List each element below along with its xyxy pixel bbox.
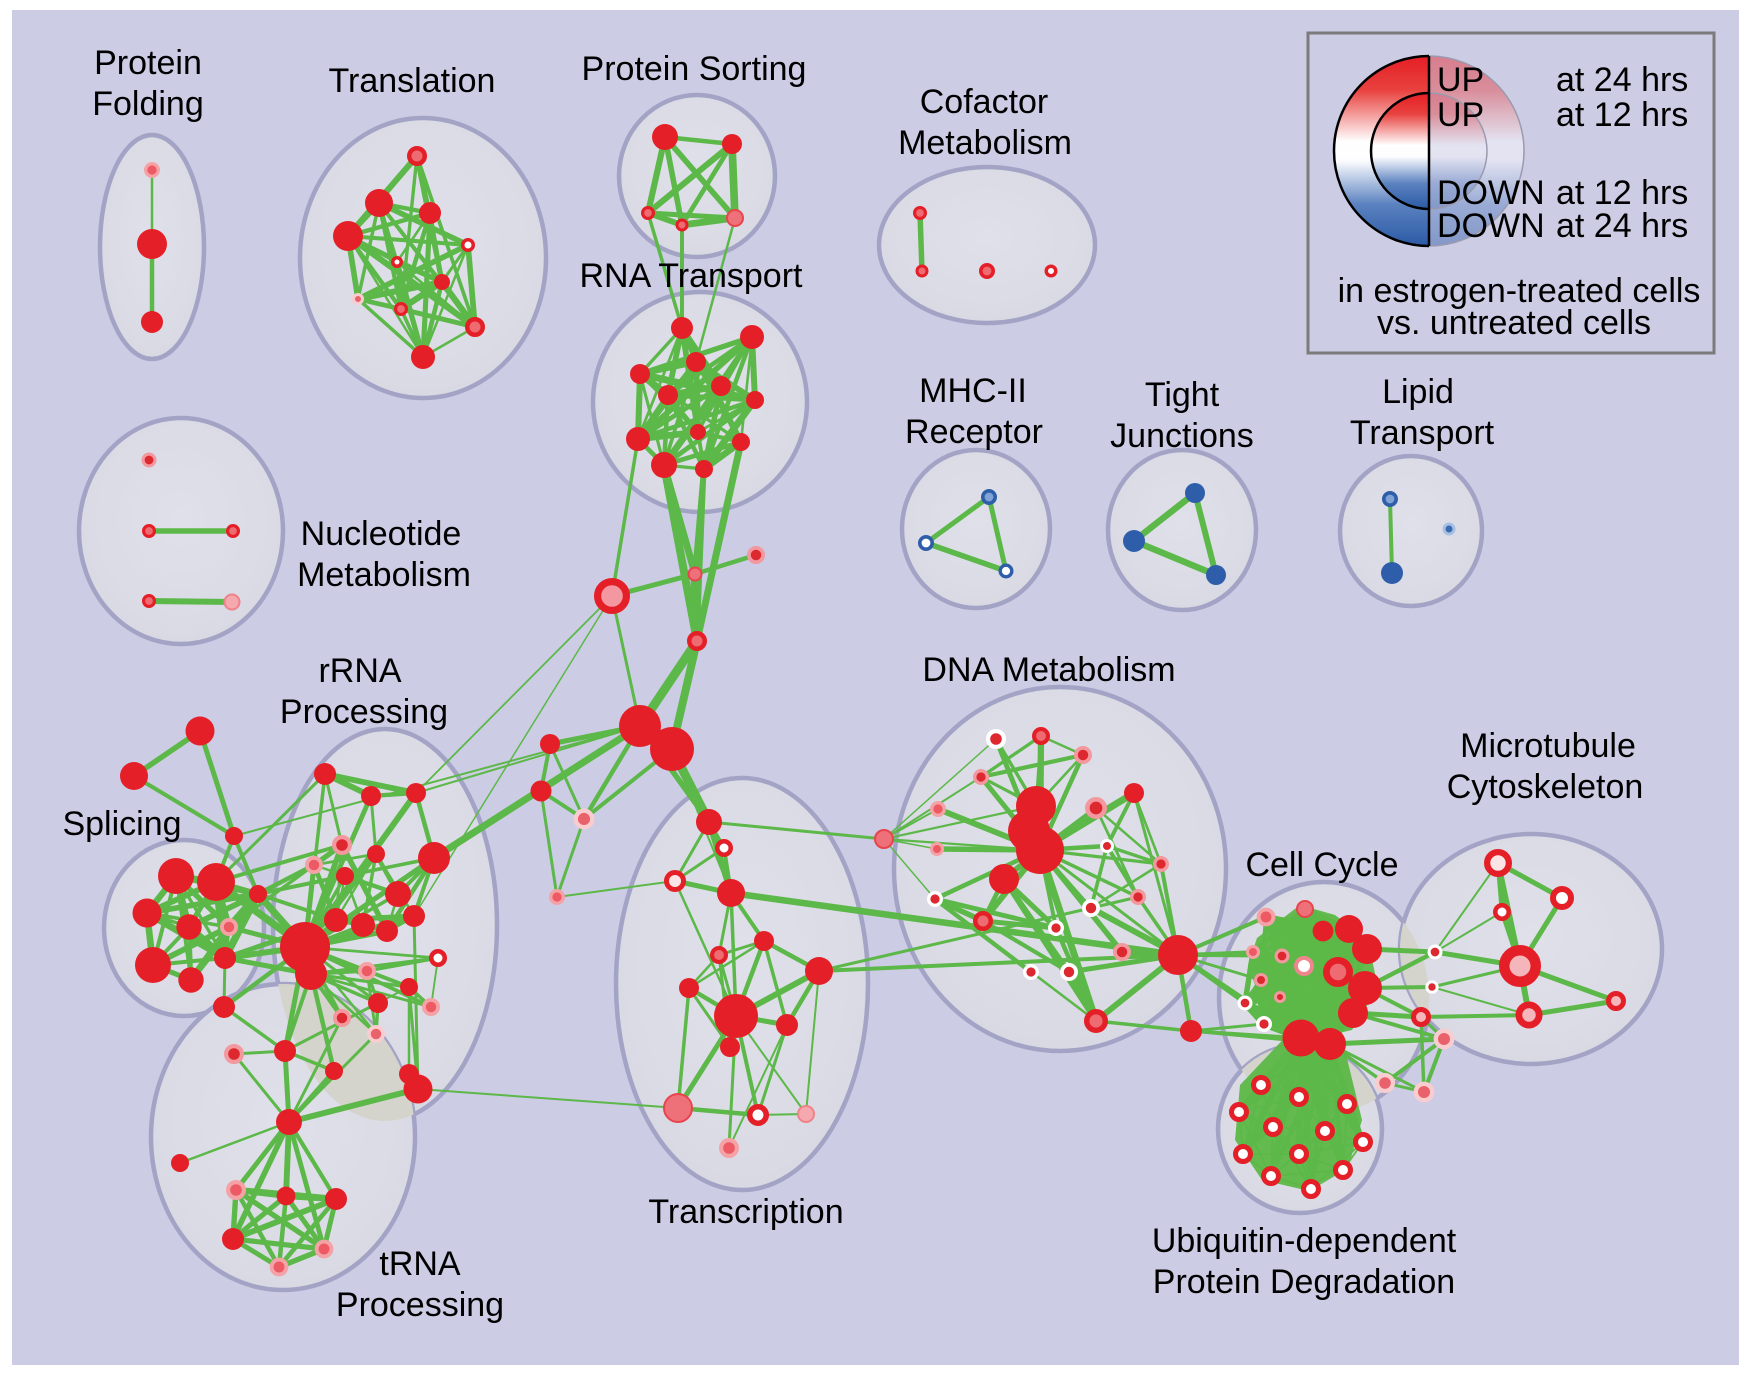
svg-text:Protein Sorting: Protein Sorting — [582, 50, 807, 88]
svg-text:Metabolism: Metabolism — [898, 124, 1072, 162]
svg-text:Transcription: Transcription — [648, 1193, 843, 1231]
svg-text:Processing: Processing — [336, 1286, 504, 1324]
svg-text:Cofactor: Cofactor — [920, 83, 1049, 121]
svg-text:Nucleotide: Nucleotide — [301, 515, 462, 553]
svg-text:DOWN: DOWN — [1437, 174, 1545, 212]
svg-text:UP: UP — [1437, 96, 1484, 134]
svg-text:RNA Transport: RNA Transport — [580, 257, 804, 295]
svg-text:Protein: Protein — [94, 44, 202, 82]
svg-text:rRNA: rRNA — [318, 652, 401, 690]
svg-text:Folding: Folding — [92, 85, 204, 123]
svg-text:at 24 hrs: at 24 hrs — [1556, 61, 1688, 99]
svg-text:Lipid: Lipid — [1382, 373, 1454, 411]
svg-text:Tight: Tight — [1145, 376, 1220, 414]
svg-text:at 12 hrs: at 12 hrs — [1556, 174, 1688, 212]
svg-text:at 24 hrs: at 24 hrs — [1556, 207, 1688, 245]
svg-text:Ubiquitin-dependent: Ubiquitin-dependent — [1152, 1222, 1457, 1260]
svg-text:Receptor: Receptor — [905, 413, 1043, 451]
svg-text:tRNA: tRNA — [379, 1245, 461, 1283]
svg-text:Splicing: Splicing — [62, 805, 181, 843]
svg-text:Translation: Translation — [329, 62, 496, 100]
svg-text:vs. untreated cells: vs. untreated cells — [1377, 304, 1651, 342]
svg-text:DOWN: DOWN — [1437, 207, 1545, 245]
svg-text:Cytoskeleton: Cytoskeleton — [1447, 768, 1644, 806]
svg-text:Metabolism: Metabolism — [297, 556, 471, 594]
svg-text:Protein Degradation: Protein Degradation — [1153, 1263, 1455, 1301]
svg-text:Junctions: Junctions — [1110, 417, 1254, 455]
svg-text:Processing: Processing — [280, 693, 448, 731]
svg-text:Transport: Transport — [1350, 414, 1495, 452]
svg-text:in estrogen-treated cells: in estrogen-treated cells — [1338, 272, 1701, 310]
svg-text:Microtubule: Microtubule — [1460, 727, 1636, 765]
svg-text:MHC-II: MHC-II — [919, 372, 1027, 410]
svg-text:at 12 hrs: at 12 hrs — [1556, 96, 1688, 134]
svg-text:DNA Metabolism: DNA Metabolism — [922, 651, 1175, 689]
svg-text:Cell Cycle: Cell Cycle — [1245, 846, 1398, 884]
svg-text:UP: UP — [1437, 61, 1484, 99]
